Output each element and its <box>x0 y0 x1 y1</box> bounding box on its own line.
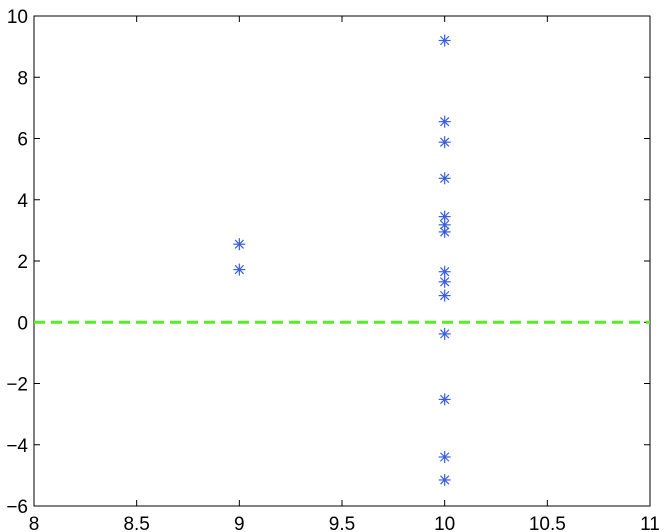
plot-area <box>33 15 651 507</box>
data-point <box>438 34 451 47</box>
tick-labels: 8 8.5 9 9.5 10 10.5 11 −6 −4 −2 0 2 4 6 8 10 <box>6 7 660 532</box>
data-point <box>438 327 451 340</box>
data-point <box>438 136 451 149</box>
y-tick-label: −4 <box>6 436 28 457</box>
x-tick-label: 9.5 <box>329 514 355 532</box>
data-point <box>438 225 451 238</box>
x-tick-label: 10.5 <box>529 514 566 532</box>
y-tick-label: 2 <box>17 252 28 273</box>
data-point <box>438 451 451 463</box>
data-point <box>438 172 451 185</box>
data-point <box>438 275 451 288</box>
data-point <box>438 393 451 406</box>
data-point <box>438 289 451 302</box>
data-point <box>438 115 451 128</box>
y-tick-label: 6 <box>17 130 28 151</box>
x-tick-label: 8 <box>29 514 40 532</box>
x-tick-label: 11 <box>640 514 660 532</box>
x-tick-label: 10 <box>434 514 455 532</box>
y-tick-label: 10 <box>7 7 28 28</box>
data-point <box>233 263 246 276</box>
y-tick-label: 8 <box>17 68 28 89</box>
x-tick-label: 9 <box>234 514 245 532</box>
y-tick-label: −6 <box>6 497 28 518</box>
data-point <box>438 473 451 486</box>
x-tick-label: 8.5 <box>123 514 149 532</box>
y-tick-label: 4 <box>17 191 28 212</box>
data-point <box>233 238 246 251</box>
axis-ticks <box>33 15 651 507</box>
data-point <box>438 265 451 278</box>
y-tick-label: 0 <box>17 313 28 334</box>
y-tick-label: −2 <box>6 375 28 396</box>
data-points <box>233 34 451 486</box>
data-point <box>438 210 451 223</box>
